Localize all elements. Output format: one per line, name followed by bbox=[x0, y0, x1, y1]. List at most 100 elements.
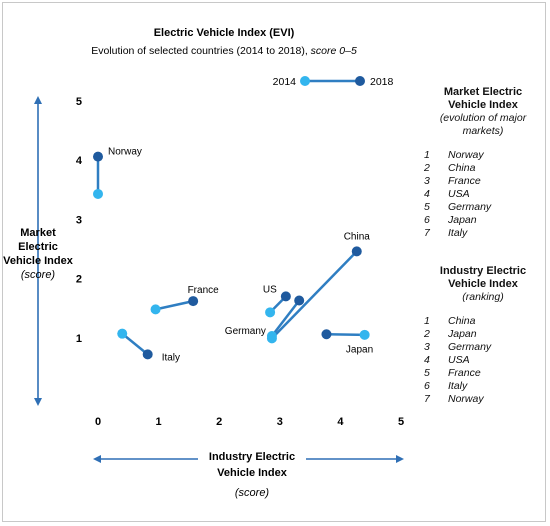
label-germany: Germany bbox=[225, 326, 266, 337]
industry-item-rank: 3 bbox=[424, 341, 430, 353]
connector-japan bbox=[326, 332, 365, 337]
industry-item-name: France bbox=[448, 367, 481, 379]
y-axis-label-line1: Market bbox=[20, 227, 56, 239]
market-item-rank: 2 bbox=[424, 162, 430, 174]
x-tick-labels: 0 1 2 3 4 5 bbox=[95, 416, 404, 428]
y-tick-label: 4 bbox=[76, 155, 83, 167]
market-item-name: Germany bbox=[448, 201, 492, 213]
label-france: France bbox=[188, 285, 220, 296]
point-2014-germany bbox=[266, 331, 277, 342]
legend-start-label: 2014 bbox=[273, 76, 297, 88]
point-2018-france bbox=[188, 296, 199, 307]
point-2018-italy bbox=[142, 349, 153, 360]
industry-item-name: Norway bbox=[448, 393, 484, 405]
industry-item: 7 Norway bbox=[424, 393, 542, 406]
connector-china bbox=[271, 250, 358, 340]
market-item: 1 Norway bbox=[424, 149, 542, 162]
market-item-rank: 5 bbox=[424, 201, 430, 213]
point-2018-japan bbox=[321, 329, 332, 340]
label-norway: Norway bbox=[108, 147, 142, 158]
y-axis-label-line4: (score) bbox=[21, 269, 56, 281]
point-2014-japan bbox=[359, 329, 370, 340]
x-axis-label-line1: Industry Electric bbox=[209, 451, 295, 463]
market-panel-paren-line1: (evolution of major bbox=[439, 112, 527, 124]
point-2014-france bbox=[150, 304, 161, 315]
x-axis-label-line2: Vehicle Index bbox=[217, 467, 288, 479]
country-labels: Norway China France US Germany Japan Italy bbox=[108, 147, 373, 364]
market-item-name: Japan bbox=[448, 214, 477, 226]
market-item-name: China bbox=[448, 162, 476, 174]
market-item: 4 USA bbox=[424, 188, 542, 201]
industry-panel-title-line2: Vehicle Index bbox=[448, 278, 518, 290]
y-tick-label: 5 bbox=[76, 96, 82, 108]
market-item: 3 France bbox=[424, 175, 542, 188]
market-item: 6 Japan bbox=[424, 214, 542, 227]
x-tick-label: 5 bbox=[398, 416, 404, 428]
industry-item-name: Italy bbox=[448, 380, 468, 392]
industry-item: 2 Japan bbox=[424, 328, 542, 341]
y-axis-label-line2: Electric bbox=[18, 241, 58, 253]
x-tick-label: 3 bbox=[277, 416, 283, 428]
point-2018-norway bbox=[93, 151, 103, 162]
industry-item-name: USA bbox=[448, 354, 470, 366]
x-tick-label: 2 bbox=[216, 416, 222, 428]
industry-item-rank: 5 bbox=[424, 367, 430, 379]
market-item-name: USA bbox=[448, 188, 470, 200]
point-2018-us bbox=[280, 291, 291, 302]
market-panel-paren-line2: markets) bbox=[462, 125, 504, 137]
x-tick-label: 0 bbox=[95, 416, 101, 428]
industry-panel-title-line1: Industry Electric bbox=[439, 265, 527, 277]
y-tick-label: 1 bbox=[76, 333, 82, 345]
y-axis-label: Market Electric Vehicle Index (score) bbox=[3, 227, 74, 281]
market-item-rank: 6 bbox=[424, 214, 430, 226]
legend-end-label: 2018 bbox=[370, 76, 394, 88]
label-italy: Italy bbox=[162, 352, 180, 363]
x-tick-label: 1 bbox=[156, 416, 162, 428]
point-2018-germany bbox=[294, 295, 305, 306]
market-item: 2 China bbox=[424, 162, 542, 175]
industry-item-name: Germany bbox=[448, 341, 492, 353]
industry-item-rank: 7 bbox=[424, 393, 430, 405]
industry-item-rank: 1 bbox=[424, 315, 430, 327]
label-japan: Japan bbox=[346, 345, 373, 356]
y-axis-label-line3: Vehicle Index bbox=[3, 255, 74, 267]
connector-france bbox=[155, 299, 194, 311]
industry-index-panel: Industry Electric Vehicle Index (ranking… bbox=[424, 265, 542, 406]
market-item-name: Italy bbox=[448, 227, 468, 239]
legend: 2014 2018 bbox=[273, 76, 394, 88]
market-item: 7 Italy bbox=[424, 227, 542, 240]
industry-item: 5 France bbox=[424, 367, 542, 380]
point-2018-china bbox=[351, 246, 362, 257]
chart-title: Electric Vehicle Index (EVI) bbox=[154, 27, 295, 39]
legend-marker-2014 bbox=[300, 76, 310, 86]
y-tick-label: 3 bbox=[76, 214, 82, 226]
industry-item: 3 Germany bbox=[424, 341, 542, 354]
label-us: US bbox=[263, 284, 277, 295]
market-item-rank: 7 bbox=[424, 227, 430, 239]
y-tick-labels: 1 2 3 4 5 bbox=[76, 96, 83, 345]
market-index-panel: Market Electric Vehicle Index (evolution… bbox=[424, 86, 542, 240]
point-2014-norway bbox=[93, 188, 103, 199]
industry-item: 6 Italy bbox=[424, 380, 542, 393]
connector-germany bbox=[270, 299, 301, 337]
industry-item-rank: 2 bbox=[424, 328, 430, 340]
market-item-rank: 4 bbox=[424, 188, 430, 200]
industry-item-name: Japan bbox=[448, 328, 477, 340]
point-2014-italy bbox=[117, 328, 128, 339]
industry-ranking-list: 1 China 2 Japan 3 Germany 4 USA 5 France 6 Italy 7 No… bbox=[424, 315, 542, 406]
market-item-name: France bbox=[448, 175, 481, 187]
market-panel-title-line1: Market Electric bbox=[443, 86, 523, 98]
industry-panel-paren: (ranking) bbox=[462, 291, 504, 303]
data-points bbox=[93, 151, 370, 360]
point-2014-us bbox=[265, 307, 276, 318]
industry-item-rank: 6 bbox=[424, 380, 430, 392]
connector-italy bbox=[121, 332, 149, 356]
chart-subtitle: Evolution of selected countries (2014 to… bbox=[91, 45, 357, 57]
industry-item-name: China bbox=[448, 315, 476, 327]
label-china: China bbox=[344, 231, 371, 242]
industry-item: 4 USA bbox=[424, 354, 542, 367]
industry-item-rank: 4 bbox=[424, 354, 430, 366]
x-tick-label: 4 bbox=[337, 416, 344, 428]
y-tick-label: 2 bbox=[76, 274, 82, 286]
